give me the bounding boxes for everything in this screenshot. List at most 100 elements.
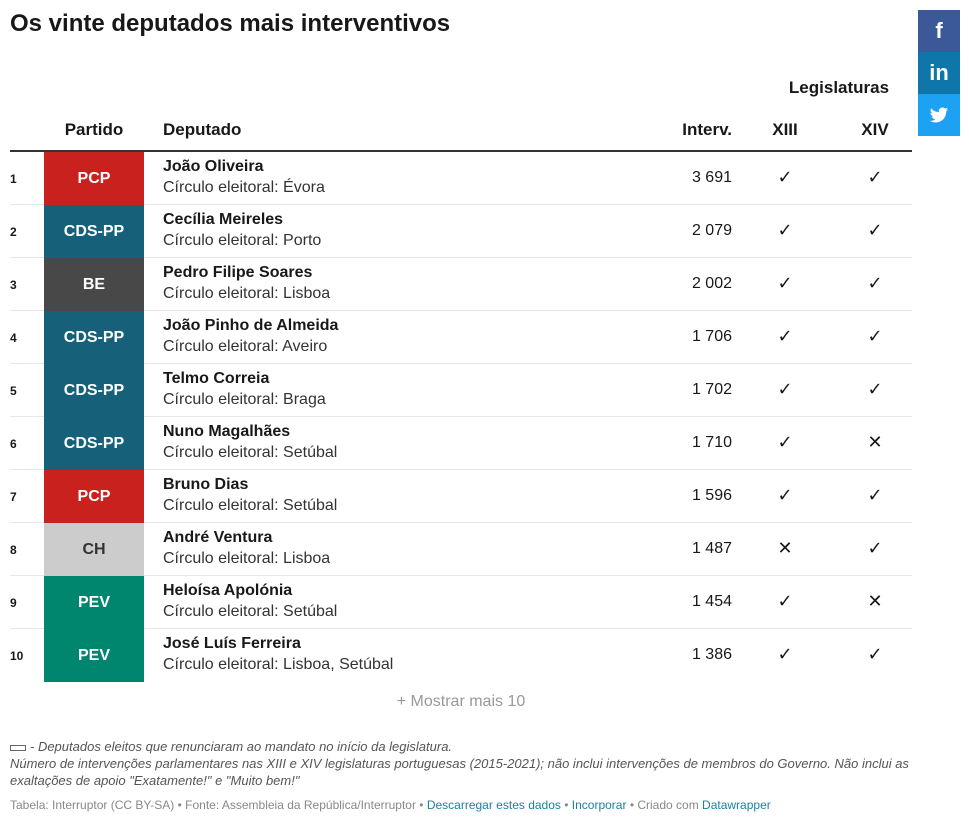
party-badge: PCP <box>44 152 144 205</box>
rank: 1 <box>10 172 17 186</box>
rank: 5 <box>10 384 17 398</box>
twitter-share-button[interactable] <box>918 94 960 136</box>
notes: - Deputados eleitos que renunciaram ao m… <box>10 738 930 789</box>
header-interv[interactable]: Interv. <box>682 120 732 139</box>
xiv-mark: ✓ <box>867 167 883 187</box>
deputy-circle: Círculo eleitoral: Porto <box>163 232 322 249</box>
page-title: Os vinte deputados mais interventivos <box>10 10 451 37</box>
twitter-icon <box>929 107 949 123</box>
deputy-circle: Círculo eleitoral: Setúbal <box>163 603 338 620</box>
share-bar: f in <box>918 10 960 136</box>
deputy-name: Telmo Correia <box>163 370 270 387</box>
table-row: 8 CH André Ventura Círculo eleitoral: Li… <box>10 523 912 576</box>
party-badge: CDS-PP <box>44 417 144 470</box>
table-header: Partido Deputado Interv. XIII XIV <box>10 110 912 152</box>
embed-link[interactable]: Incorporar <box>571 798 627 812</box>
table-row: 5 CDS-PP Telmo Correia Círculo eleitoral… <box>10 364 912 417</box>
xiv-mark: ✓ <box>867 379 883 399</box>
footer-sep: • Criado com <box>626 798 703 812</box>
deputy-name: Heloísa Apolónia <box>163 582 293 599</box>
rank: 4 <box>10 331 17 345</box>
interventions-count: 1 386 <box>691 646 732 663</box>
interventions-count: 3 691 <box>691 169 732 186</box>
linkedin-share-button[interactable]: in <box>918 52 960 94</box>
rank: 9 <box>10 596 17 610</box>
table-row: 3 BE Pedro Filipe Soares Círculo eleitor… <box>10 258 912 311</box>
header-xiv[interactable]: XIV <box>861 120 889 139</box>
deputy-circle: Círculo eleitoral: Braga <box>163 391 326 408</box>
table-row: 1 PCP João Oliveira Círculo eleitoral: É… <box>10 152 912 205</box>
party-badge: BE <box>44 258 144 311</box>
party-badge: CDS-PP <box>44 205 144 258</box>
party-badge: CDS-PP <box>44 311 144 364</box>
xiii-mark: ✓ <box>777 432 793 452</box>
legislaturas-header: Legislaturas <box>788 78 890 97</box>
xiv-mark: ✓ <box>867 644 883 664</box>
interventions-count: 1 596 <box>691 487 732 504</box>
deputy-circle: Círculo eleitoral: Lisboa <box>163 285 331 302</box>
table-row: 2 CDS-PP Cecília Meireles Círculo eleito… <box>10 205 912 258</box>
header-xiii[interactable]: XIII <box>772 120 798 139</box>
table-row: 6 CDS-PP Nuno Magalhães Círculo eleitora… <box>10 417 912 470</box>
rank: 10 <box>10 649 24 663</box>
footer-source: Tabela: Interruptor (CC BY-SA) • Fonte: … <box>10 798 427 812</box>
facebook-icon: f <box>935 18 943 43</box>
rank: 6 <box>10 437 17 451</box>
download-data-link[interactable]: Descarregar estes dados <box>426 798 561 812</box>
deputy-circle: Círculo eleitoral: Évora <box>163 179 325 196</box>
header-deputado[interactable]: Deputado <box>163 120 242 139</box>
resigned-symbol-icon <box>10 744 26 751</box>
xiii-mark: ✓ <box>777 379 793 399</box>
rank: 2 <box>10 225 17 239</box>
rank: 7 <box>10 490 17 504</box>
show-more-button[interactable]: + Mostrar mais 10 <box>396 693 526 710</box>
xiii-mark: ✕ <box>777 538 793 558</box>
table-row: 7 PCP Bruno Dias Círculo eleitoral: Setú… <box>10 470 912 523</box>
party-badge: PEV <box>44 629 144 682</box>
table-body: 1 PCP João Oliveira Círculo eleitoral: É… <box>10 152 912 682</box>
datawrapper-link[interactable]: Datawrapper <box>702 798 771 812</box>
interventions-count: 1 706 <box>691 328 732 345</box>
xiv-mark: ✓ <box>867 273 883 293</box>
deputy-name: Pedro Filipe Soares <box>163 264 313 281</box>
xiv-mark: ✓ <box>867 485 883 505</box>
footer-sep: • <box>560 798 572 812</box>
deputy-circle: Círculo eleitoral: Setúbal <box>163 497 338 514</box>
xiii-mark: ✓ <box>777 220 793 240</box>
facebook-share-button[interactable]: f <box>918 10 960 52</box>
xiii-mark: ✓ <box>777 591 793 611</box>
xiii-mark: ✓ <box>777 326 793 346</box>
interventions-count: 1 454 <box>691 593 732 610</box>
interventions-count: 1 702 <box>691 381 732 398</box>
deputy-name: André Ventura <box>163 529 273 546</box>
deputy-name: João Pinho de Almeida <box>163 317 339 334</box>
deputy-name: Cecília Meireles <box>163 211 284 228</box>
xiii-mark: ✓ <box>777 273 793 293</box>
rank: 8 <box>10 543 17 557</box>
deputy-circle: Círculo eleitoral: Lisboa, Setúbal <box>163 656 394 673</box>
xiv-mark: ✕ <box>867 591 883 611</box>
table-row: 4 CDS-PP João Pinho de Almeida Círculo e… <box>10 311 912 364</box>
interventions-count: 1 710 <box>691 434 732 451</box>
xiv-mark: ✕ <box>867 432 883 452</box>
table-row: 9 PEV Heloísa Apolónia Círculo eleitoral… <box>10 576 912 629</box>
deputy-circle: Círculo eleitoral: Lisboa <box>163 550 331 567</box>
interventions-count: 2 079 <box>691 222 732 239</box>
xiii-mark: ✓ <box>777 167 793 187</box>
legend-note: - Deputados eleitos que renunciaram ao m… <box>10 738 930 755</box>
deputy-name: Bruno Dias <box>163 476 249 493</box>
party-badge: PCP <box>44 470 144 523</box>
header-partido[interactable]: Partido <box>64 120 124 139</box>
party-badge: CH <box>44 523 144 576</box>
footer: Tabela: Interruptor (CC BY-SA) • Fonte: … <box>10 798 771 812</box>
legend-text: - Deputados eleitos que renunciaram ao m… <box>30 739 453 754</box>
deputy-name: João Oliveira <box>163 158 264 175</box>
xiv-mark: ✓ <box>867 538 883 558</box>
deputy-name: Nuno Magalhães <box>163 423 291 440</box>
xiv-mark: ✓ <box>867 220 883 240</box>
deputy-name: José Luís Ferreira <box>163 635 301 652</box>
interventions-count: 1 487 <box>691 540 732 557</box>
deputy-circle: Círculo eleitoral: Aveiro <box>163 338 328 355</box>
table-row: 10 PEV José Luís Ferreira Círculo eleito… <box>10 629 912 682</box>
party-badge: CDS-PP <box>44 364 144 417</box>
